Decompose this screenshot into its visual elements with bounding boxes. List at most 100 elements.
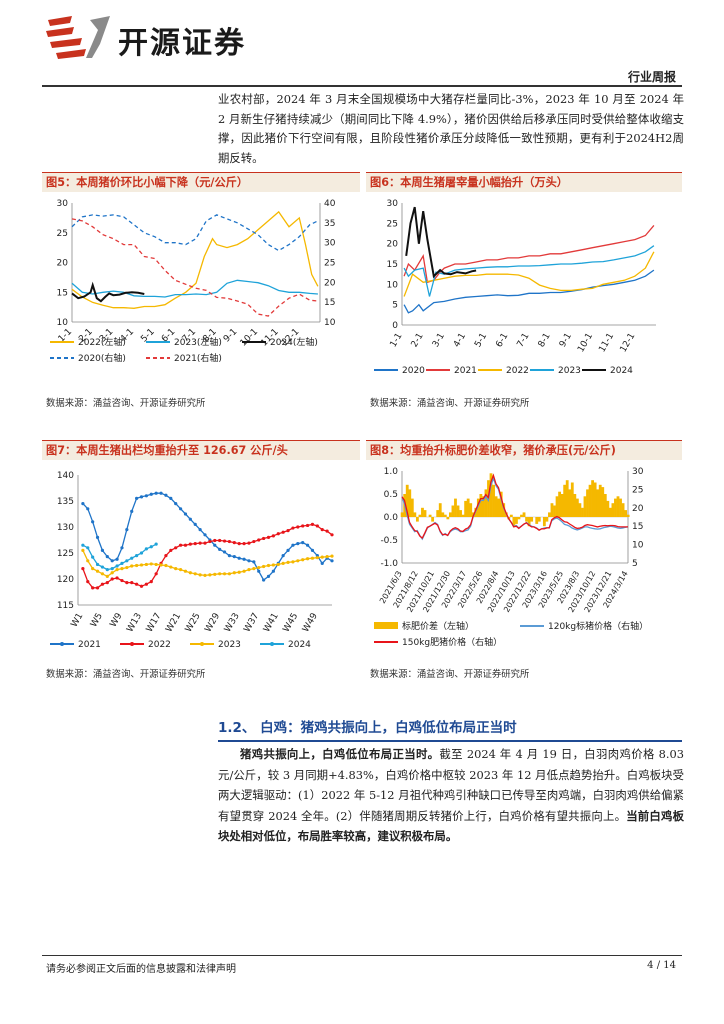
data-point (315, 556, 319, 560)
data-point (232, 555, 236, 559)
data-point (149, 492, 153, 496)
series-line-2023(左轴) (71, 279, 318, 298)
spread-bar (588, 484, 592, 517)
data-point (286, 529, 290, 533)
data-point (115, 564, 119, 568)
data-point (320, 555, 324, 559)
data-point (95, 569, 100, 573)
data-point (91, 555, 95, 559)
series-line-2023 (403, 245, 655, 297)
x-tick-label: 10-1 (576, 332, 595, 355)
header-divider (42, 85, 682, 87)
data-point (178, 568, 183, 572)
spread-bar (611, 503, 615, 517)
intro-paragraph: 业农村部，2024 年 3 月末全国规模场中大猪存栏量同比-3%，2023 年 … (218, 92, 684, 165)
data-point (86, 580, 90, 584)
data-point (164, 493, 168, 497)
spread-bar (408, 489, 412, 517)
data-point (105, 581, 109, 585)
spread-bar (497, 498, 501, 517)
data-point (125, 581, 129, 585)
data-point (330, 533, 334, 537)
spread-bar (548, 512, 551, 517)
data-point (286, 548, 290, 552)
data-point (183, 512, 188, 516)
figure-8: 图8：均重抬升标肥价差收窄，猪价承压(元/公斤) (366, 440, 682, 460)
data-point (237, 542, 241, 546)
data-point (320, 528, 324, 532)
figure-source: 数据来源：涌益咨询、开源证券研究所 (370, 398, 530, 409)
data-point (193, 522, 197, 526)
data-point (237, 556, 241, 560)
legend-label: 2024 (288, 640, 311, 650)
y-tick-label: 5 (392, 301, 398, 311)
spread-bar (570, 482, 574, 517)
spread-bar (415, 517, 419, 522)
y-right-tick-label: 25 (324, 259, 335, 269)
spread-bar (525, 517, 528, 522)
spread-bar (586, 489, 589, 517)
data-point (110, 571, 114, 575)
data-point (164, 554, 168, 558)
section-divider (218, 740, 682, 742)
spread-bar (479, 494, 483, 517)
data-point (330, 559, 334, 563)
spread-bar (438, 503, 442, 517)
legend-label: 2023 (218, 640, 241, 650)
spread-bar (555, 496, 559, 517)
data-point (213, 572, 217, 576)
y-tick-label: 25 (387, 219, 398, 229)
conclusion: 当前白鸡板块处相对低位，布局胜率较高，建议积极布局。 (218, 808, 684, 844)
x-tick-label: 11-1 (597, 332, 616, 355)
data-point (86, 546, 90, 550)
legend-label: 150kg肥猪价格（右轴） (402, 636, 502, 648)
data-point (110, 567, 114, 571)
spread-bar (499, 491, 503, 517)
data-point (105, 555, 109, 559)
data-point (257, 538, 261, 542)
data-point (100, 572, 105, 576)
x-tick-label: 3-1 (431, 332, 447, 350)
data-point (213, 538, 217, 543)
spread-bar (573, 494, 577, 517)
spread-bar (522, 512, 526, 517)
legend-label: 2021 (454, 366, 477, 376)
spread-bar (565, 480, 569, 517)
x-tick-label: 9-1 (558, 332, 574, 350)
data-point (174, 546, 178, 550)
data-point (91, 567, 95, 571)
x-tick-label: W1 (70, 612, 86, 630)
y-right-tick-label: 15 (324, 298, 335, 308)
data-point (135, 496, 139, 500)
legend-marker (60, 642, 64, 646)
data-point (149, 580, 153, 584)
x-tick-label: W49 (301, 611, 320, 634)
logo-mark-icon (46, 16, 110, 59)
data-point (262, 578, 266, 582)
data-point (232, 571, 236, 575)
legend-marker (130, 642, 134, 646)
x-tick-label: W13 (125, 612, 144, 635)
data-point (183, 569, 188, 573)
data-point (95, 586, 100, 590)
section-heading: 1.2、 白鸡：猪鸡共振向上，白鸡低位布局正当时 (218, 720, 517, 736)
y-right-tick-label: 20 (324, 278, 336, 288)
spread-bar (413, 512, 417, 517)
data-point (169, 548, 173, 552)
x-tick-label: 9-1 (222, 327, 239, 344)
data-point (135, 554, 139, 558)
x-tick-label: W41 (262, 612, 281, 635)
y-tick-label: 30 (387, 199, 399, 209)
data-point (203, 541, 207, 545)
data-point (203, 573, 207, 577)
legend-label: 2022 (148, 640, 171, 650)
x-tick-label: 2-1 (410, 332, 426, 350)
data-point (81, 543, 85, 547)
x-tick-label: W33 (223, 612, 242, 635)
data-point (100, 565, 105, 569)
data-point (115, 557, 119, 561)
x-tick-label: 7-1 (516, 332, 532, 350)
data-point (252, 567, 256, 571)
spread-bar (469, 503, 473, 517)
